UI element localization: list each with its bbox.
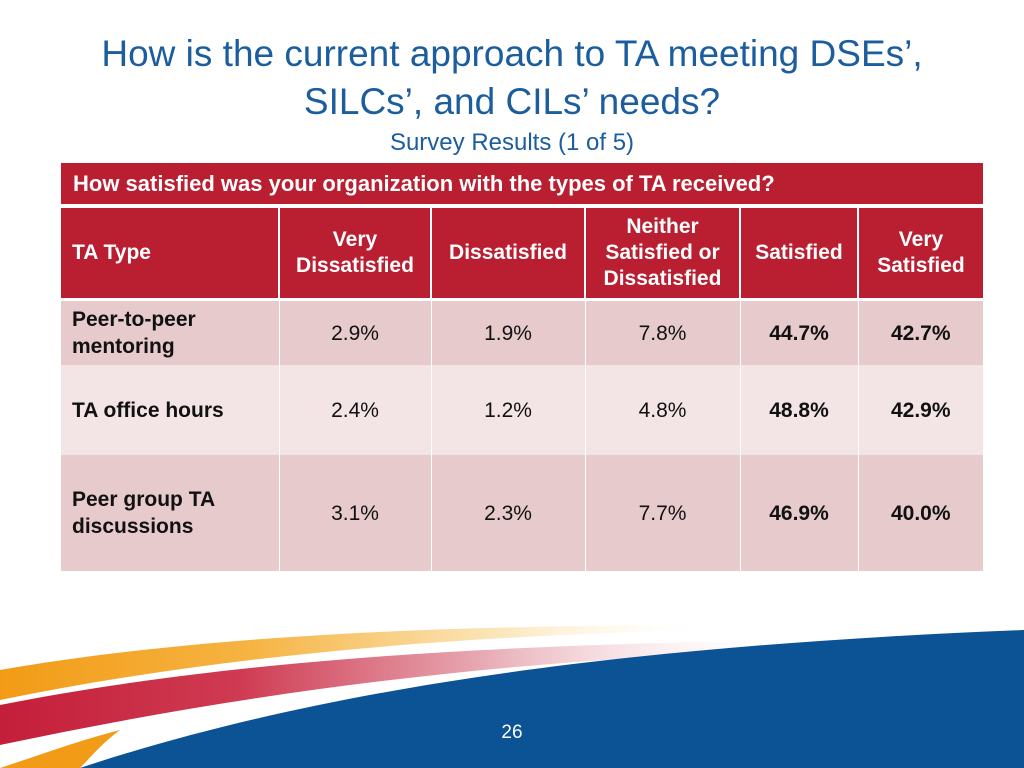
cell-ta-type: TA office hours xyxy=(61,365,280,455)
header-neither: Neither Satisfied or Dissatisfied xyxy=(585,208,741,298)
cell-very-dissatisfied: 2.4% xyxy=(279,365,432,455)
table-row: Peer-to-peer mentoring 2.9% 1.9% 7.8% 44… xyxy=(61,301,983,365)
cell-dissatisfied: 1.2% xyxy=(431,365,586,455)
cell-dissatisfied: 1.9% xyxy=(431,301,586,365)
slide-subtitle: Survey Results (1 of 5) xyxy=(389,129,635,156)
cell-very-satisfied: 42.7% xyxy=(858,301,983,365)
table-row: TA office hours 2.4% 1.2% 4.8% 48.8% 42.… xyxy=(61,365,983,455)
table-header-row: TA Type Very Dissatisfied Dissatisfied N… xyxy=(61,208,983,298)
header-dissatisfied: Dissatisfied xyxy=(431,208,586,298)
header-ta-type: TA Type xyxy=(61,208,280,298)
cell-satisfied: 48.8% xyxy=(740,365,859,455)
cell-very-satisfied: 42.9% xyxy=(858,365,983,455)
cell-satisfied: 46.9% xyxy=(740,455,859,571)
question-bar: How satisfied was your organization with… xyxy=(61,163,983,204)
cell-very-satisfied: 40.0% xyxy=(858,455,983,571)
page-number: 26 xyxy=(501,722,523,743)
cell-ta-type: Peer-to-peer mentoring xyxy=(61,301,280,365)
results-table: TA Type Very Dissatisfied Dissatisfied N… xyxy=(61,208,983,571)
cell-very-dissatisfied: 2.9% xyxy=(279,301,432,365)
table-row: Peer group TA discussions 3.1% 2.3% 7.7%… xyxy=(61,455,983,571)
cell-neither: 7.8% xyxy=(585,301,741,365)
cell-neither: 7.7% xyxy=(585,455,741,571)
cell-very-dissatisfied: 3.1% xyxy=(279,455,432,571)
header-very-satisfied: Very Satisfied xyxy=(858,208,983,298)
header-very-dissatisfied: Very Dissatisfied xyxy=(279,208,432,298)
slide-title-text: How is the current approach to TA meetin… xyxy=(101,33,923,122)
cell-satisfied: 44.7% xyxy=(740,301,859,365)
footer-swoosh xyxy=(0,625,1024,768)
header-satisfied: Satisfied xyxy=(740,208,859,298)
cell-ta-type: Peer group TA discussions xyxy=(61,455,280,571)
slide-title: How is the current approach to TA meetin… xyxy=(0,30,1024,126)
cell-neither: 4.8% xyxy=(585,365,741,455)
cell-dissatisfied: 2.3% xyxy=(431,455,586,571)
